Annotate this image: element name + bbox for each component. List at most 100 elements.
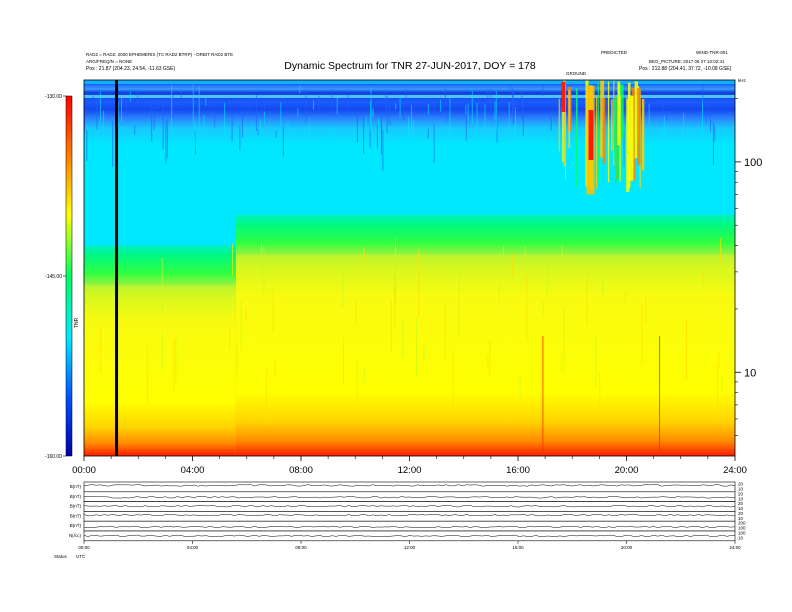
texture-streak <box>598 90 600 103</box>
panel-label: N(/cc) <box>69 533 81 538</box>
panel-label: B(nT) <box>70 513 82 518</box>
texture-streak <box>162 104 164 150</box>
texture-streak <box>266 369 267 426</box>
x-tick-label: 16:00 <box>506 465 530 476</box>
texture-streak <box>438 130 440 163</box>
texture-streak <box>452 350 454 411</box>
texture-streak <box>686 319 687 379</box>
texture-streak <box>490 88 492 111</box>
texture-streak <box>198 86 200 130</box>
texture-streak <box>242 108 243 138</box>
texture-streak <box>84 107 86 132</box>
parameter-panel <box>83 530 736 542</box>
texture-streak <box>595 336 597 387</box>
texture-streak <box>524 245 526 267</box>
texture-streak <box>166 118 168 159</box>
texture-streak <box>561 245 563 258</box>
texture-streak <box>494 101 496 120</box>
panel-tick-label: 20 <box>738 491 744 496</box>
x-tick-label: 04:00 <box>181 465 205 476</box>
panel-tick-label: 10 <box>738 487 744 492</box>
parameter-panel <box>83 520 736 532</box>
texture-streak <box>427 128 429 139</box>
radio-burst <box>562 83 564 162</box>
texture-streak <box>661 128 663 150</box>
radio-burst <box>628 82 631 188</box>
texture-streak <box>194 121 196 151</box>
texture-streak <box>356 359 358 405</box>
texture-streak <box>363 117 365 154</box>
texture-streak <box>260 120 261 161</box>
texture-streak <box>399 95 401 118</box>
texture-streak <box>347 94 349 117</box>
texture-streak <box>343 338 345 384</box>
panel-trace <box>83 534 736 537</box>
texture-streak <box>336 95 338 115</box>
panel-tick-label: 10 <box>738 496 744 501</box>
radio-burst <box>600 80 605 158</box>
texture-streak <box>445 85 446 104</box>
texture-streak <box>239 125 241 151</box>
low-band-early <box>84 275 236 456</box>
texture-streak <box>624 291 626 304</box>
texture-streak <box>712 121 714 165</box>
x-tick-label: 12:00 <box>398 465 422 476</box>
texture-streak <box>192 84 194 124</box>
radio-burst <box>563 80 566 166</box>
panel-tick-label: 20 <box>738 511 744 516</box>
texture-streak <box>355 300 357 326</box>
texture-streak <box>121 96 122 122</box>
radio-burst <box>607 81 610 183</box>
texture-streak <box>471 90 473 125</box>
texture-streak <box>342 97 344 104</box>
texture-streak <box>563 307 565 375</box>
texture-streak <box>161 257 163 317</box>
texture-streak <box>402 318 404 357</box>
texture-streak <box>502 244 504 260</box>
texture-streak <box>165 121 167 164</box>
radio-burst <box>558 98 560 152</box>
texture-streak <box>331 88 333 116</box>
texture-streak <box>708 108 710 116</box>
y-tick-label: 10 <box>744 367 756 379</box>
texture-streak <box>129 91 131 102</box>
texture-streak <box>498 284 500 306</box>
texture-streak <box>171 118 173 148</box>
texture-streak <box>175 334 177 383</box>
radio-burst <box>613 80 615 166</box>
mid-band-late <box>235 214 735 255</box>
texture-streak <box>705 99 707 123</box>
texture-streak <box>465 104 467 115</box>
texture-streak <box>720 238 722 265</box>
texture-streak <box>257 129 259 136</box>
texture-streak <box>496 102 498 143</box>
footer-label: Status <box>54 554 68 559</box>
texture-streak <box>641 305 643 364</box>
footer-label: UTC <box>76 554 86 559</box>
texture-streak <box>542 84 544 96</box>
colorbar-ramp <box>65 95 73 457</box>
texture-streak <box>512 91 514 125</box>
texture-streak <box>522 97 524 136</box>
texture-streak <box>687 124 689 161</box>
texture-streak <box>467 103 469 121</box>
texture-streak <box>313 100 314 110</box>
texture-streak <box>487 356 489 368</box>
texture-streak <box>103 110 105 145</box>
radio-burst <box>602 97 606 164</box>
texture-streak <box>162 332 163 369</box>
texture-streak <box>134 125 136 135</box>
panel-trace <box>83 525 736 529</box>
texture-streak <box>99 91 101 126</box>
texture-streak <box>624 92 626 113</box>
radio-burst-core <box>561 82 566 112</box>
texture-streak <box>714 126 716 142</box>
texture-streak <box>458 270 460 336</box>
radio-burst <box>626 98 630 192</box>
colorbar-tick-label: -145.00 <box>45 274 62 280</box>
texture-streak <box>433 97 435 117</box>
texture-streak <box>214 108 216 128</box>
panel-x-tick-label: 24:00 <box>729 545 741 550</box>
texture-streak <box>606 103 608 113</box>
